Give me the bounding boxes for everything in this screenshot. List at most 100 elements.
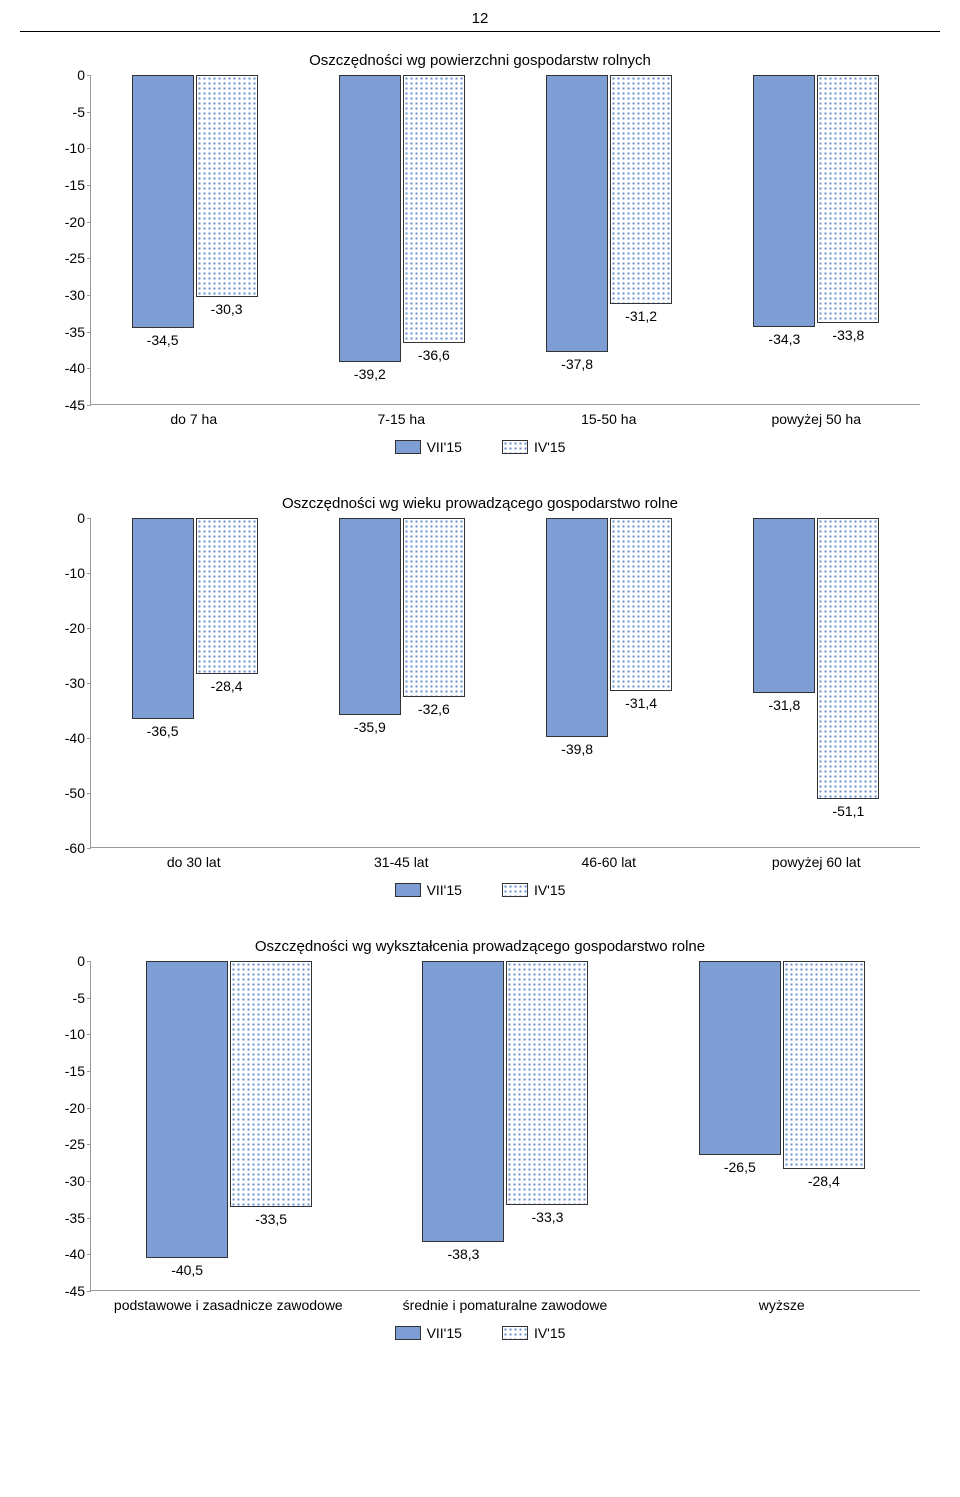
bar-value-label: -37,8 <box>561 356 593 372</box>
bar-series-a <box>753 518 815 693</box>
legend: VII'15 IV'15 <box>40 1325 920 1341</box>
bar-value-label: -51,1 <box>832 803 864 819</box>
y-tick-label: -45 <box>41 1283 85 1299</box>
legend-label: IV'15 <box>534 1325 565 1341</box>
y-tick-label: -40 <box>41 1246 85 1262</box>
legend-swatch-icon <box>502 440 528 454</box>
bar-series-b <box>196 518 258 674</box>
y-tick-label: -35 <box>41 1210 85 1226</box>
legend: VII'15 IV'15 <box>40 882 920 898</box>
bar-series-a <box>546 518 608 737</box>
bar-group: -39,2-36,6 <box>298 75 505 404</box>
category-label: 46-60 lat <box>505 848 713 870</box>
chart-title: Oszczędności wg wykształcenia prowadzące… <box>40 938 920 955</box>
y-tick-label: -5 <box>41 990 85 1006</box>
bar-value-label: -33,5 <box>255 1211 287 1227</box>
y-tick-label: -35 <box>41 324 85 340</box>
legend-item: IV'15 <box>502 439 565 455</box>
bar-group: -39,8 -31,4 <box>506 518 713 847</box>
bar-series-b <box>817 75 879 323</box>
bar-value-label: -30,3 <box>211 301 243 317</box>
bar-series-b <box>817 518 879 799</box>
bar-series-a <box>699 961 781 1155</box>
bar-group: -38,3 -33,3 <box>367 961 643 1290</box>
chart: Oszczędności wg powierzchni gospodarstw … <box>40 52 920 455</box>
bar-series-b <box>610 518 672 691</box>
bar-series-a <box>132 518 194 719</box>
legend-item: VII'15 <box>395 439 462 455</box>
y-tick-label: -20 <box>41 214 85 230</box>
legend-swatch-icon <box>502 883 528 897</box>
y-tick-label: -20 <box>41 620 85 636</box>
bar-series-b <box>403 75 465 343</box>
y-tick-label: -15 <box>41 1063 85 1079</box>
bar-group: -35,9 -32,6 <box>298 518 505 847</box>
legend-item: IV'15 <box>502 882 565 898</box>
y-tick-label: 0 <box>41 510 85 526</box>
bar-series-b <box>506 961 588 1205</box>
category-label: średnie i pomaturalne zawodowe <box>367 1291 644 1313</box>
bar-value-label: -35,9 <box>354 719 386 735</box>
chart-title: Oszczędności wg powierzchni gospodarstw … <box>40 52 920 69</box>
category-label: powyżej 60 lat <box>713 848 921 870</box>
charts-container: Oszczędności wg powierzchni gospodarstw … <box>0 52 960 1341</box>
plot-area: 0-5-10-15-20-25-30-35-40-45-40,5-33,5-38… <box>90 961 920 1291</box>
legend-swatch-icon <box>395 1326 421 1340</box>
y-tick-label: -50 <box>41 785 85 801</box>
bar-series-a <box>546 75 608 352</box>
bar-value-label: -28,4 <box>211 678 243 694</box>
bar-value-label: -40,5 <box>171 1262 203 1278</box>
category-label: powyżej 50 ha <box>713 405 921 427</box>
bar-value-label: -34,3 <box>768 331 800 347</box>
y-tick-label: -60 <box>41 840 85 856</box>
y-tick-label: -40 <box>41 730 85 746</box>
bar-series-a <box>132 75 194 328</box>
legend-item: VII'15 <box>395 1325 462 1341</box>
bar-value-label: -31,8 <box>768 697 800 713</box>
bar-series-b <box>610 75 672 304</box>
bar-value-label: -33,8 <box>832 327 864 343</box>
y-tick-label: -10 <box>41 1026 85 1042</box>
bar-value-label: -36,5 <box>147 723 179 739</box>
bar-series-a <box>753 75 815 327</box>
y-tick-label: -30 <box>41 1173 85 1189</box>
bar-value-label: -33,3 <box>532 1209 564 1225</box>
chart-title: Oszczędności wg wieku prowadzącego gospo… <box>40 495 920 512</box>
bar-value-label: -39,8 <box>561 741 593 757</box>
bar-series-a <box>422 961 504 1242</box>
plot-area: 0-5-10-15-20-25-30-35-40-45-34,5-30,3-39… <box>90 75 920 405</box>
y-tick-label: 0 <box>41 67 85 83</box>
y-tick-label: -25 <box>41 250 85 266</box>
bar-group: -37,8 -31,2 <box>506 75 713 404</box>
legend-swatch-icon <box>395 883 421 897</box>
category-label: 7-15 ha <box>298 405 506 427</box>
y-tick-label: -5 <box>41 104 85 120</box>
bar-group: -34,3 -33,8 <box>713 75 920 404</box>
y-tick-label: -30 <box>41 287 85 303</box>
bar-group: -36,5 -28,4 <box>91 518 298 847</box>
bar-series-b <box>783 961 865 1169</box>
category-label: do 7 ha <box>90 405 298 427</box>
y-tick-label: -20 <box>41 1100 85 1116</box>
y-tick-label: -30 <box>41 675 85 691</box>
bar-value-label: -32,6 <box>418 701 450 717</box>
category-label: wyższe <box>643 1291 920 1313</box>
y-tick-label: -45 <box>41 397 85 413</box>
bar-value-label: -28,4 <box>808 1173 840 1189</box>
y-tick-label: -10 <box>41 140 85 156</box>
category-label: podstawowe i zasadnicze zawodowe <box>90 1291 367 1313</box>
legend-label: IV'15 <box>534 439 565 455</box>
legend-label: VII'15 <box>427 439 462 455</box>
category-label: 15-50 ha <box>505 405 713 427</box>
chart: Oszczędności wg wieku prowadzącego gospo… <box>40 495 920 898</box>
bar-group: -31,8 -51,1 <box>713 518 920 847</box>
plot-area: 0-10-20-30-40-50-60-36,5-28,4-35,9-32,6-… <box>90 518 920 848</box>
bar-value-label: -36,6 <box>418 347 450 363</box>
bar-value-label: -38,3 <box>448 1246 480 1262</box>
legend-item: VII'15 <box>395 882 462 898</box>
y-tick-label: -10 <box>41 565 85 581</box>
legend-label: IV'15 <box>534 882 565 898</box>
chart: Oszczędności wg wykształcenia prowadzące… <box>40 938 920 1341</box>
bar-value-label: -31,2 <box>625 308 657 324</box>
bar-value-label: -31,4 <box>625 695 657 711</box>
